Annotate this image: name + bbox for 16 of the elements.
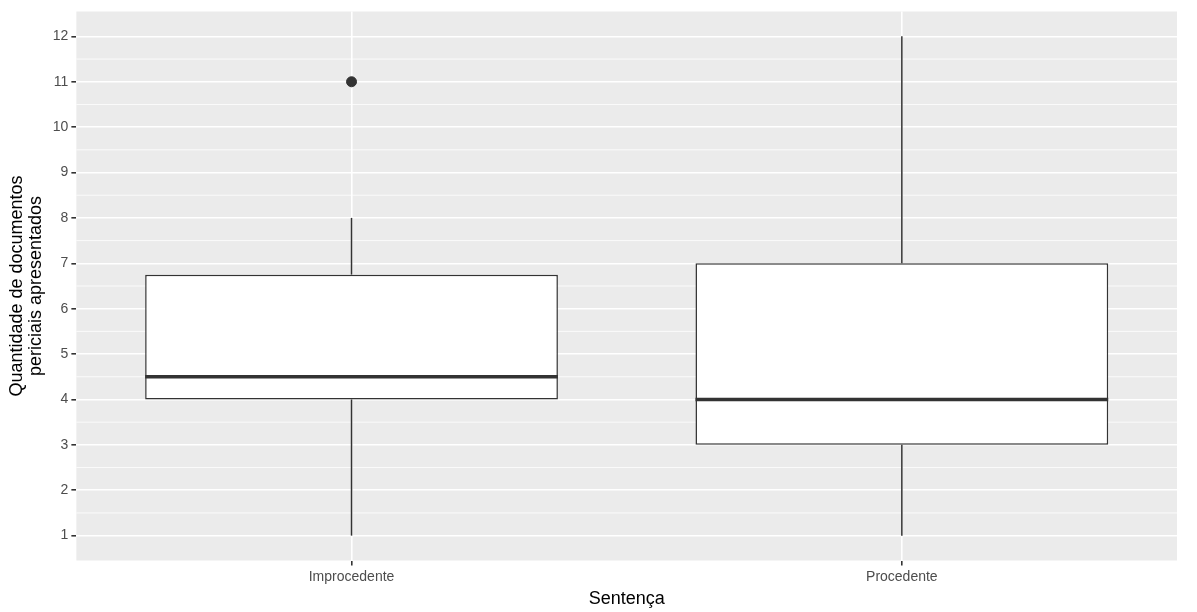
x-tick-label: Improcedente — [308, 567, 395, 584]
y-tick-label: 9 — [60, 163, 69, 180]
y-tick-label: 2 — [60, 481, 69, 498]
y-tick-label: 3 — [60, 435, 69, 452]
y-tick-label: 11 — [53, 72, 69, 89]
x-axis-title: Sentença — [588, 588, 666, 609]
y-tick-label: 10 — [52, 118, 69, 134]
y-tick-label: 1 — [60, 526, 69, 543]
y-tick-label: 6 — [60, 299, 69, 316]
y-tick-label: 7 — [60, 254, 69, 271]
y-tick-label: 4 — [60, 390, 69, 407]
x-tick-label: Procedente — [866, 567, 938, 584]
y-tick-label: 8 — [60, 208, 69, 225]
y-tick-label: 5 — [60, 344, 69, 361]
y-axis-title: Quantidade de documentos periciais apresentados — [6, 175, 46, 397]
y-tick-label: 12 — [52, 27, 69, 44]
